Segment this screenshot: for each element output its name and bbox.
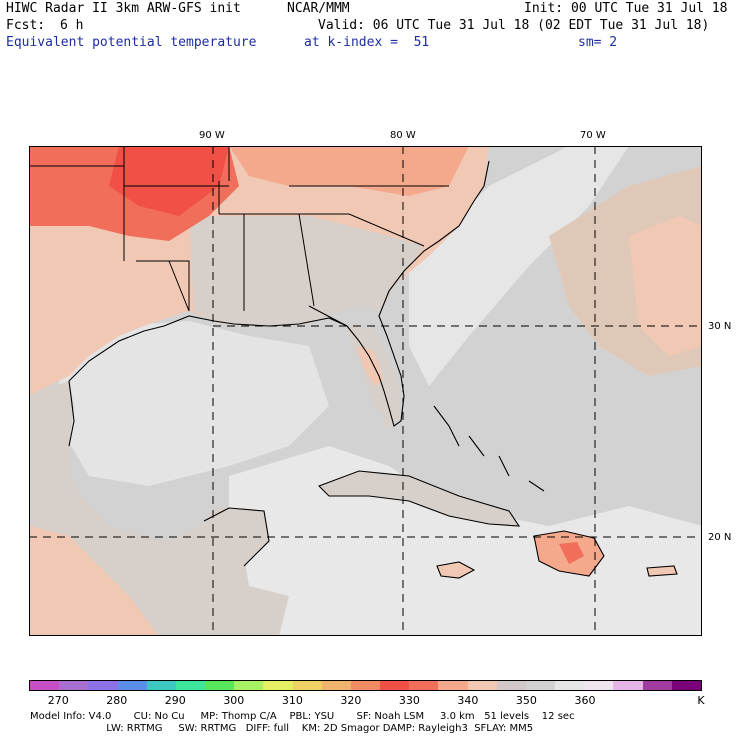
colorbar-swatch <box>59 681 89 690</box>
gulf-pale-area <box>59 321 329 486</box>
colorbar-swatch <box>409 681 439 690</box>
lat-label-20n: 20 N <box>708 532 732 543</box>
colorbar-swatch <box>350 681 381 690</box>
colorbar-tick-label: 280 <box>106 694 128 707</box>
model-info-line2: LW: RRTMG SW: RRTMG DIFF: full KM: 2D Sm… <box>30 723 534 734</box>
bahamas <box>433 405 545 492</box>
us-land-gray-se <box>189 216 424 326</box>
colorbar-tick-label: 310 <box>281 694 303 707</box>
level-label: at k-index = 51 <box>304 35 430 50</box>
colorbar-swatch <box>467 681 497 690</box>
jamaica <box>437 562 474 578</box>
lon-label-90w: 90 W <box>199 130 225 141</box>
init-time: Init: 00 UTC Tue 31 Jul 18 <box>524 1 728 16</box>
colorbar-tick-label: 270 <box>47 694 69 707</box>
mexico-warm <box>29 526 159 636</box>
hispaniola-coast <box>533 530 605 577</box>
colorbar-swatch <box>117 681 147 690</box>
texas-coast <box>68 380 75 447</box>
atlantic-pale-swath <box>409 146 629 386</box>
model-info-line1: Model Info: V4.0 CU: No Cu MP: Thomp C/A… <box>30 711 575 722</box>
colorbar-swatch <box>555 681 585 690</box>
colorbar-tick-label: 350 <box>515 694 537 707</box>
lat-label-30n: 30 N <box>708 321 732 332</box>
colorbar-tick-label: 290 <box>164 694 186 707</box>
colorbar-swatch <box>642 681 672 690</box>
valid-time: Valid: 06 UTC Tue 31 Jul 18 (02 EDT Tue … <box>318 18 710 33</box>
colorbar-tick-label: 330 <box>398 694 420 707</box>
colorbar-swatch <box>234 681 264 690</box>
colorbar-swatch <box>525 681 556 690</box>
smoothing-label: sm= 2 <box>578 35 618 50</box>
us-land-hot-core <box>109 146 229 216</box>
colorbar-swatch <box>613 681 643 690</box>
pr-coast <box>646 565 678 577</box>
colorbar-tick-label: 360 <box>574 694 596 707</box>
colorbar-swatch <box>205 681 235 690</box>
colorbar-swatch <box>380 681 410 690</box>
colorbar-swatch <box>146 681 176 690</box>
colorbar-swatch <box>175 681 206 690</box>
colorbar-swatch <box>496 681 526 690</box>
forecast-label: Fcst: <box>6 18 46 33</box>
florida-warm <box>357 346 384 386</box>
colorbar-swatch <box>88 681 118 690</box>
field-name: Equivalent potential temperature <box>6 35 257 50</box>
colorbar-tick-label: 340 <box>457 694 479 707</box>
theta-e-map <box>29 146 702 636</box>
colorbar-swatch <box>30 681 60 690</box>
product-title: HIWC Radar II 3km ARW-GFS init <box>6 1 241 16</box>
atlantic-warm-core <box>629 216 702 356</box>
puerto-rico <box>647 566 677 576</box>
hispaniola-core <box>559 542 584 564</box>
organization-label: NCAR/MMM <box>287 1 350 16</box>
colorbar-swatch <box>292 681 322 690</box>
colorbar-swatch <box>263 681 293 690</box>
colorbar-swatch <box>584 681 614 690</box>
gulf-coast <box>68 160 490 427</box>
colorbar-swatch <box>438 681 468 690</box>
colorbar-tick-label: 320 <box>340 694 362 707</box>
yucatan-coast <box>203 507 270 567</box>
colorbar-tick-label: 300 <box>223 694 245 707</box>
yucatan <box>204 508 269 566</box>
colorbar-swatch <box>321 681 351 690</box>
us-land-hot-ne <box>229 146 469 196</box>
cuba <box>319 471 519 526</box>
lon-label-70w: 70 W <box>580 130 606 141</box>
colorbar <box>29 680 702 691</box>
colorbar-unit: K <box>697 694 705 707</box>
cuba-coast <box>318 470 521 527</box>
forecast-hour: 6 h <box>60 18 84 33</box>
lon-label-80w: 80 W <box>390 130 416 141</box>
jamaica-coast <box>436 561 476 579</box>
colorbar-swatch <box>671 681 701 690</box>
